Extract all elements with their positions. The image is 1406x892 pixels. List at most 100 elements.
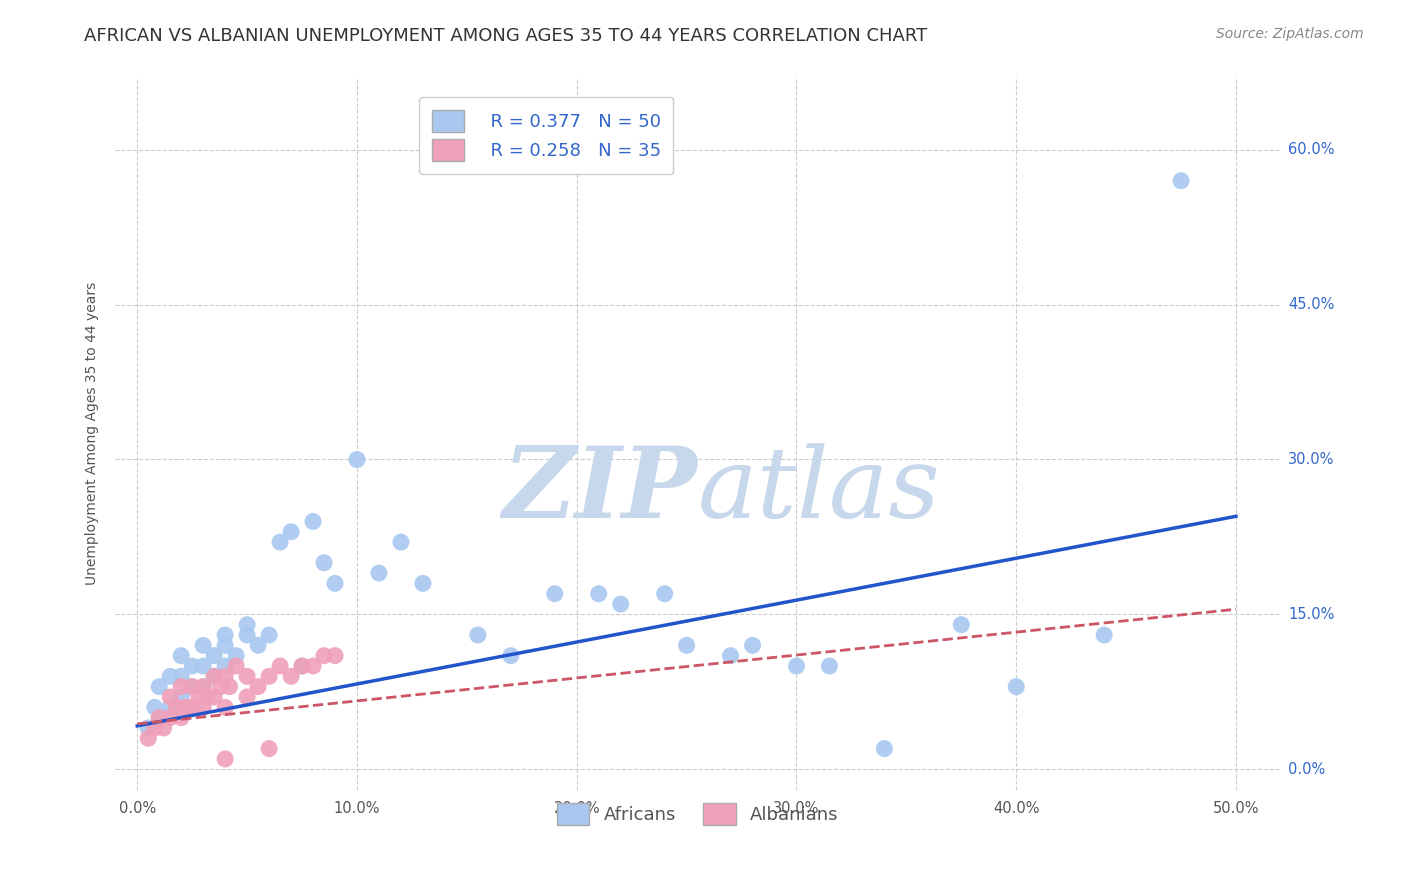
Text: Source: ZipAtlas.com: Source: ZipAtlas.com [1216,27,1364,41]
Africans [1170,174,1192,188]
Albanians [257,741,280,756]
Africans [368,566,391,580]
Albanians [170,680,193,694]
Albanians [143,721,166,735]
Africans [214,638,236,652]
Albanians [170,711,193,725]
Africans [741,638,763,652]
Africans [159,669,181,683]
Africans [148,680,170,694]
Africans [467,628,489,642]
Albanians [209,680,232,694]
Africans [181,680,204,694]
Africans [170,648,193,663]
Text: 0.0%: 0.0% [118,801,156,816]
Africans [236,628,259,642]
Africans [609,597,631,611]
Africans [247,638,270,652]
Albanians [236,669,259,683]
Africans [785,659,807,673]
Text: 50.0%: 50.0% [1213,801,1260,816]
Africans [269,535,291,549]
Albanians [159,711,181,725]
Albanians [312,648,335,663]
Africans [159,700,181,714]
Albanians [193,700,215,714]
Albanians [269,659,291,673]
Albanians [181,700,204,714]
Africans [181,659,204,673]
Africans [143,700,166,714]
Africans [675,638,697,652]
Text: 15.0%: 15.0% [1288,607,1334,622]
Albanians [225,659,247,673]
Africans [170,690,193,704]
Albanians [197,690,219,704]
Text: 40.0%: 40.0% [993,801,1039,816]
Text: 60.0%: 60.0% [1288,142,1334,157]
Albanians [323,648,346,663]
Albanians [257,669,280,683]
Legend: Africans, Albanians: Africans, Albanians [548,794,848,834]
Africans [202,648,225,663]
Africans [136,721,159,735]
Africans [389,535,412,549]
Africans [202,669,225,683]
Africans [170,669,193,683]
Text: ZIP: ZIP [502,442,697,539]
Africans [1005,680,1028,694]
Albanians [181,680,204,694]
Africans [214,659,236,673]
Africans [720,648,742,663]
Africans [225,648,247,663]
Albanians [214,669,236,683]
Africans [291,659,314,673]
Albanians [214,752,236,766]
Albanians [236,690,259,704]
Africans [193,680,215,694]
Africans [499,648,522,663]
Africans [280,524,302,539]
Albanians [214,700,236,714]
Africans [148,711,170,725]
Africans [412,576,434,591]
Albanians [159,690,181,704]
Albanians [174,700,197,714]
Africans [873,741,896,756]
Albanians [302,659,325,673]
Albanians [291,659,314,673]
Africans [1092,628,1115,642]
Albanians [218,680,240,694]
Text: 20.0%: 20.0% [554,801,600,816]
Text: 0.0%: 0.0% [1288,762,1326,777]
Text: 30.0%: 30.0% [773,801,820,816]
Albanians [202,690,225,704]
Africans [236,617,259,632]
Text: atlas: atlas [697,443,941,539]
Africans [346,452,368,467]
Africans [257,628,280,642]
Albanians [280,669,302,683]
Albanians [187,690,209,704]
Africans [193,638,215,652]
Albanians [202,669,225,683]
Albanians [148,711,170,725]
Africans [323,576,346,591]
Text: AFRICAN VS ALBANIAN UNEMPLOYMENT AMONG AGES 35 TO 44 YEARS CORRELATION CHART: AFRICAN VS ALBANIAN UNEMPLOYMENT AMONG A… [84,27,928,45]
Albanians [247,680,270,694]
Text: 45.0%: 45.0% [1288,297,1334,312]
Africans [214,628,236,642]
Albanians [193,680,215,694]
Albanians [166,700,188,714]
Africans [312,556,335,570]
Albanians [136,731,159,746]
Africans [950,617,973,632]
Africans [654,587,676,601]
Africans [544,587,567,601]
Africans [588,587,610,601]
Africans [302,515,325,529]
Albanians [152,721,174,735]
Y-axis label: Unemployment Among Ages 35 to 44 years: Unemployment Among Ages 35 to 44 years [86,282,100,585]
Africans [193,659,215,673]
Africans [818,659,841,673]
